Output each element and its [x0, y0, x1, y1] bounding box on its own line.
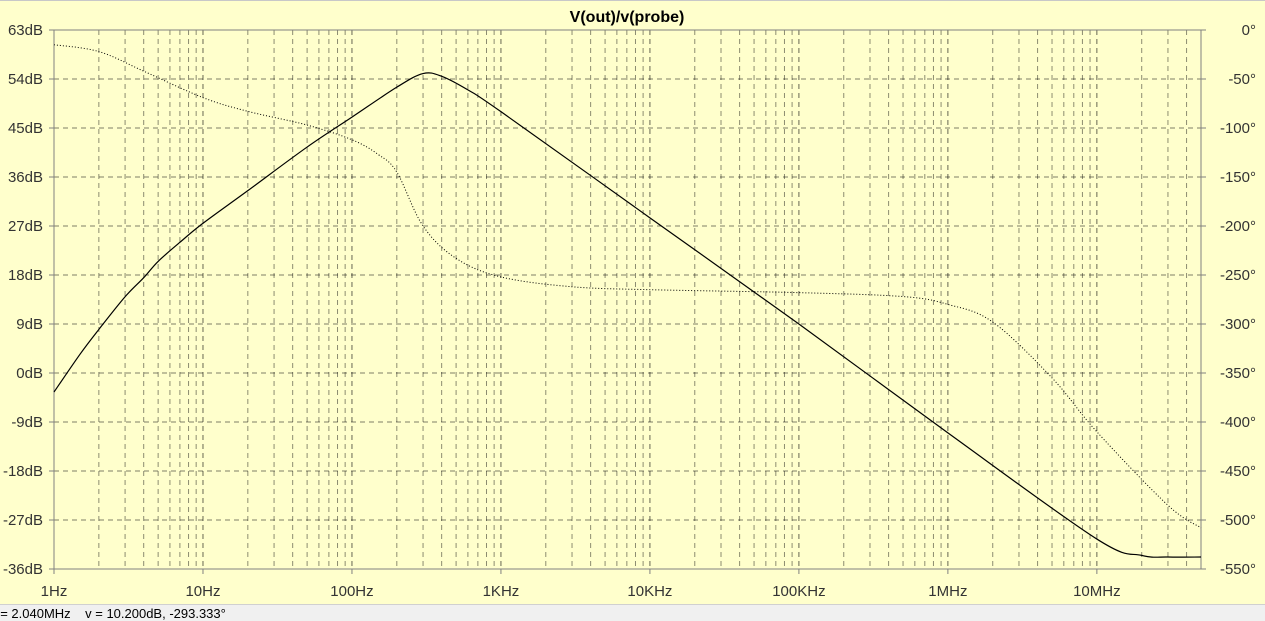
- y-left-tick-label: 9dB: [16, 316, 43, 333]
- status-bar: f = 2.040MHz v = 10.200dB, -293.333°: [0, 604, 1265, 621]
- y-left-tick-label: 54dB: [8, 71, 43, 88]
- y-right-tick-label: -450°: [1220, 463, 1256, 480]
- chart-title: V(out)/v(probe): [570, 9, 685, 26]
- y-left-tick-label: 27dB: [8, 218, 43, 235]
- x-tick-label: 100Hz: [330, 583, 373, 600]
- y-left-tick-label: 0dB: [16, 365, 43, 382]
- x-tick-label: 10MHz: [1073, 583, 1121, 600]
- phase-trace: [53, 44, 1202, 529]
- y-left-tick-label: 18dB: [8, 267, 43, 284]
- y-right-tick-label: -550°: [1220, 561, 1256, 578]
- y-right-tick-label: -150°: [1220, 169, 1256, 186]
- y-right-tick-label: -100°: [1220, 120, 1256, 137]
- y-left-tick-label: 45dB: [8, 120, 43, 137]
- bode-plot[interactable]: 1Hz 10Hz 100Hz 1KHz 10KHz 100KHz 1MHz 10MHz 63dB…: [0, 1, 1265, 605]
- plot-frame: [53, 29, 1202, 570]
- y-right-tick-label: -250°: [1220, 267, 1256, 284]
- x-tick-label: 10KHz: [627, 583, 672, 600]
- x-tick-label: 1Hz: [41, 583, 68, 600]
- y-left-tick-label: 36dB: [8, 169, 43, 186]
- y-left-tick-label: -36dB: [3, 561, 43, 578]
- x-tick-label: 1MHz: [928, 583, 967, 600]
- y-left-tick-label: -9dB: [11, 414, 43, 431]
- x-tick-label: 10Hz: [185, 583, 220, 600]
- x-tick-label: 1KHz: [483, 583, 520, 600]
- y-left-tick-label: 63dB: [8, 22, 43, 39]
- y-right-tick-label: -50°: [1228, 71, 1256, 88]
- y-right-tick-label: -200°: [1220, 218, 1256, 235]
- y-left-tick-label: -18dB: [3, 463, 43, 480]
- x-tick-label: 100KHz: [772, 583, 825, 600]
- y-right-tick-label: -300°: [1220, 316, 1256, 333]
- magnitude-trace: [53, 72, 1202, 558]
- y-right-tick-label: -500°: [1220, 512, 1256, 529]
- y-right-tick-label: -350°: [1220, 365, 1256, 382]
- cursor-readout: f = 2.040MHz v = 10.200dB, -293.333°: [0, 606, 226, 621]
- y-right-tick-label: 0°: [1242, 22, 1256, 39]
- y-left-tick-label: -27dB: [3, 512, 43, 529]
- plot-window[interactable]: 1Hz 10Hz 100Hz 1KHz 10KHz 100KHz 1MHz 10MHz 63dB…: [0, 0, 1265, 604]
- y-right-tick-label: -400°: [1220, 414, 1256, 431]
